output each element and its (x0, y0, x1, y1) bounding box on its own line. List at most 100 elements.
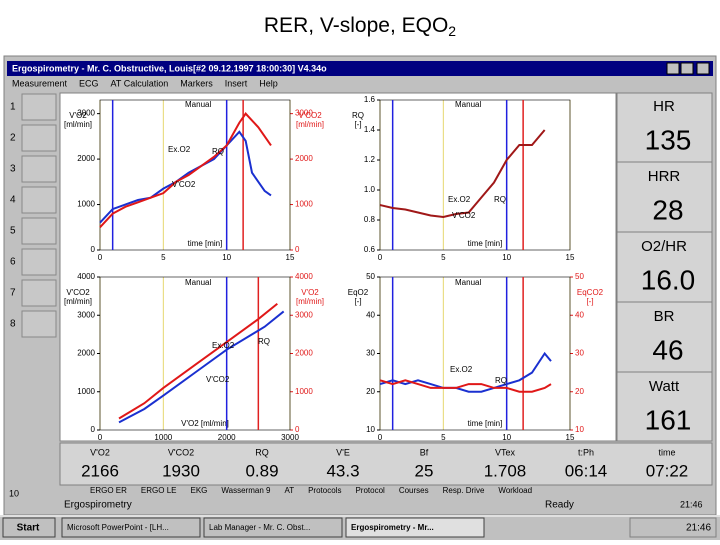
y-tick-label: 4000 (77, 272, 95, 281)
x-tick-label: 10 (502, 433, 511, 442)
x-axis-label: time [min] (468, 419, 503, 428)
window-buttons[interactable] (666, 62, 710, 75)
toolbar-button[interactable] (21, 310, 57, 338)
x-tick-label: 15 (566, 433, 575, 442)
y-axis-label: [-] (354, 297, 361, 306)
y-tick-label: 30 (366, 349, 375, 358)
x-tick-label: 0 (378, 433, 383, 442)
close-button[interactable] (696, 62, 710, 75)
x-axis-label: time [min] (188, 239, 223, 248)
menu-item[interactable]: Insert (225, 78, 248, 88)
x-tick-label: 0 (378, 253, 383, 262)
y-axis-label: [ml/min] (64, 120, 92, 129)
y-tick-label: 1000 (77, 387, 95, 396)
series-line (99, 112, 272, 228)
y-tick-label: 1.6 (364, 95, 376, 104)
tab[interactable]: Resp. Drive (443, 486, 485, 495)
y2-tick-label: 3000 (295, 310, 313, 319)
tab-number: 10 (9, 488, 19, 498)
annotation: RQ (258, 337, 270, 346)
annotation: V'CO2 (206, 375, 230, 384)
y-tick-label: 3000 (77, 109, 95, 118)
task-button[interactable] (61, 517, 201, 538)
toolbar-button[interactable] (21, 124, 57, 152)
status-right: Ready (545, 500, 574, 511)
tab[interactable]: Protocols (308, 486, 341, 495)
tab[interactable]: AT (284, 486, 294, 495)
toolbar-button[interactable] (21, 217, 57, 245)
status-clock: 21:46 (680, 499, 703, 509)
y2-tick-label: 50 (575, 272, 584, 281)
annotation: Ex.O2 (450, 365, 473, 374)
toolbar-button[interactable] (21, 155, 57, 183)
tab[interactable]: Workload (498, 486, 532, 495)
value-label: VTex (495, 447, 516, 457)
menu-item[interactable]: Markers (180, 78, 213, 88)
task-button[interactable] (345, 517, 485, 538)
y-tick-label: 0 (91, 425, 96, 434)
y2-tick-label: 30 (575, 349, 584, 358)
y2-axis-label: [-] (586, 297, 593, 306)
readout-value: 135 (645, 124, 692, 155)
menu-item[interactable]: AT Calculation (111, 78, 169, 88)
toolbar-number: 2 (10, 133, 16, 144)
tab[interactable]: ERGO ER (90, 486, 127, 495)
y-tick-label: 1.2 (364, 155, 376, 164)
annotation: RQ (494, 195, 506, 204)
x-tick-label: 3000 (281, 433, 299, 442)
tab[interactable]: Wasserman 9 (221, 486, 271, 495)
readout-label: HR (653, 98, 675, 115)
readout-label: HRR (648, 168, 681, 185)
y2-tick-label: 2000 (295, 349, 313, 358)
y-axis-label: RQ (352, 111, 364, 120)
task-label: Microsoft PowerPoint - [LH... (67, 523, 169, 532)
tab[interactable]: ERGO LE (141, 486, 177, 495)
tab[interactable]: Courses (399, 486, 429, 495)
tab[interactable]: EKG (190, 486, 207, 495)
x-axis-label: time [min] (468, 239, 503, 248)
minimize-button[interactable] (666, 62, 680, 75)
value-number: 25 (415, 461, 434, 480)
y2-tick-label: 2000 (295, 154, 313, 163)
toolbar-button[interactable] (21, 93, 57, 121)
x-tick-label: 5 (441, 253, 446, 262)
annotation: V'CO2 (172, 180, 196, 189)
series-line (379, 351, 552, 393)
y-tick-label: 10 (366, 425, 375, 434)
value-label: Bf (420, 447, 429, 457)
maximize-button[interactable] (680, 62, 694, 75)
toolbar-button[interactable] (21, 248, 57, 276)
annotation: Manual (185, 100, 211, 109)
value-number: 2166 (81, 461, 119, 480)
value-label: V'E (336, 447, 350, 457)
y2-tick-label: 1000 (295, 387, 313, 396)
start-button[interactable] (2, 517, 56, 538)
x-axis-label: V'O2 [ml/min] (181, 419, 229, 428)
toolbar-number: 3 (10, 164, 16, 175)
series-line (118, 302, 278, 420)
task-button[interactable] (203, 517, 343, 538)
readout-value: 161 (645, 404, 692, 435)
y-tick-label: 40 (366, 310, 375, 319)
y-tick-label: 50 (366, 272, 375, 281)
y2-tick-label: 1000 (295, 200, 313, 209)
y-tick-label: 0 (91, 245, 96, 254)
tab[interactable]: Protocol (355, 486, 385, 495)
value-number: 43.3 (326, 461, 359, 480)
task-label: Ergospirometry - Mr... (351, 523, 434, 532)
toolbar-button[interactable] (21, 279, 57, 307)
y-axis-label: [ml/min] (64, 297, 92, 306)
title-bar (7, 61, 713, 76)
toolbar-button[interactable] (21, 186, 57, 214)
menu-item[interactable]: Measurement (12, 78, 68, 88)
readout-label: BR (654, 308, 675, 325)
menu-item[interactable]: ECG (79, 78, 99, 88)
value-label: t:Ph (578, 447, 594, 457)
window-title: Ergospirometry - Mr. C. Obstructive, Lou… (12, 63, 327, 73)
menu-item[interactable]: Help (259, 78, 278, 88)
y2-tick-label: 40 (575, 310, 584, 319)
y2-tick-label: 20 (575, 387, 584, 396)
annotation: V'CO2 (452, 211, 476, 220)
toolbar-number: 4 (10, 195, 16, 206)
